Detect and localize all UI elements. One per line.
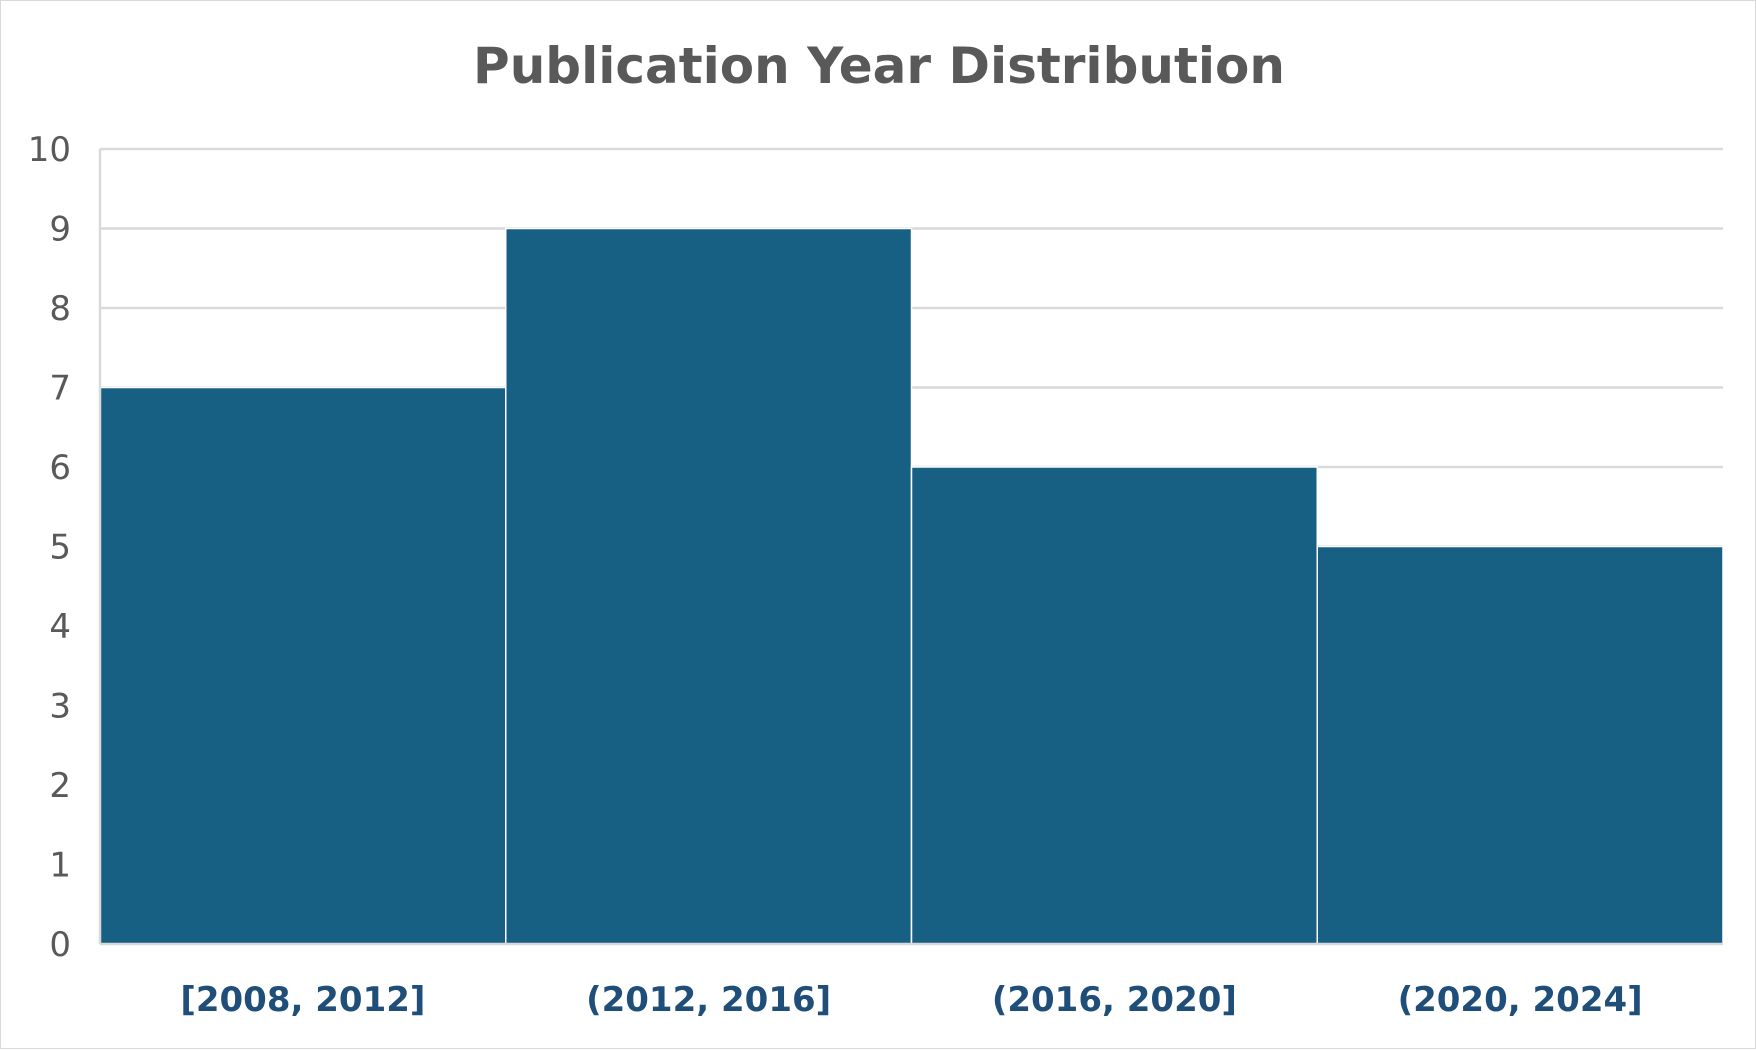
y-tick-label: 7 [49, 369, 71, 409]
bar-3 [910, 466, 1318, 945]
y-tick-label: 6 [49, 448, 71, 488]
chart-title: Publication Year Distribution [473, 37, 1285, 95]
x-tick-label: (2020, 2024] [1398, 980, 1643, 1020]
x-axis-tick-labels: [2008, 2012] (2012, 2016] (2016, 2020] (202… [180, 980, 1642, 1020]
y-axis-tick-labels: 0 1 2 3 4 5 6 7 8 9 10 [28, 130, 71, 965]
x-tick-label: (2016, 2020] [992, 980, 1237, 1020]
y-tick-label: 10 [28, 130, 71, 170]
axes [98, 149, 1723, 946]
x-tick-label: [2008, 2012] [180, 980, 425, 1020]
y-tick-label: 0 [49, 925, 71, 965]
bars [99, 227, 1724, 945]
bar-4 [1316, 545, 1724, 945]
y-tick-label: 4 [49, 607, 71, 647]
y-tick-label: 5 [49, 528, 71, 568]
y-tick-label: 2 [49, 766, 71, 806]
y-tick-label: 9 [49, 210, 71, 250]
y-tick-label: 1 [49, 846, 71, 886]
x-tick-label: (2012, 2016] [586, 980, 831, 1020]
bar-1 [99, 386, 507, 945]
bar-2 [505, 227, 913, 945]
y-tick-label: 3 [49, 687, 71, 727]
y-tick-label: 8 [49, 289, 71, 329]
